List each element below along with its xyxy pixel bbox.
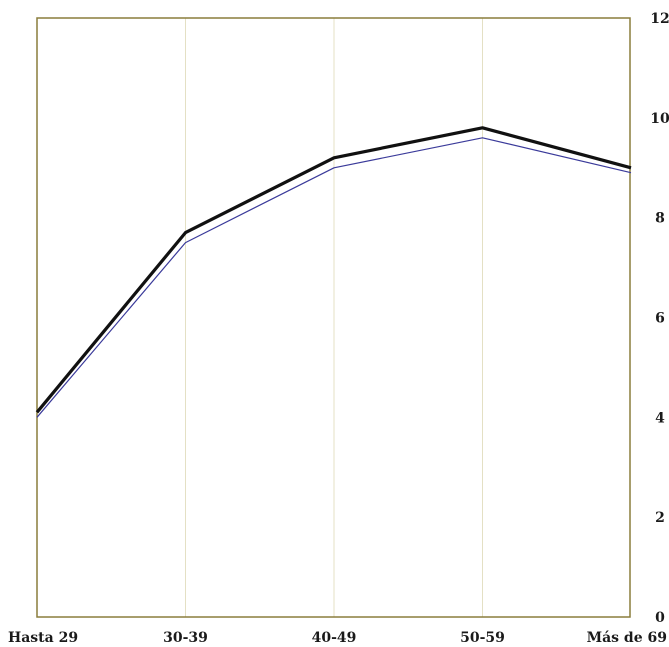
series-line-2 (36, 137, 632, 418)
x-tick-label: Más de 69 (587, 630, 667, 646)
series-line-1 (35, 126, 632, 414)
y-tick-label: 12 (650, 11, 669, 27)
series-layer (35, 126, 632, 418)
y-tick-label: 2 (655, 510, 665, 526)
x-tick-label: 50-59 (460, 630, 505, 646)
x-tick-label: 40-49 (312, 630, 357, 646)
x-tick-label: Hasta 29 (8, 630, 78, 646)
x-axis-ticks: Hasta 29 30-39 40-49 50-59 Más de 69 (8, 630, 667, 646)
plot-frame (36, 17, 631, 618)
y-axis-ticks: 0 2 4 6 8 10 12 (650, 11, 669, 626)
y-tick-label: 0 (655, 610, 665, 626)
vertical-gridlines (185, 18, 483, 617)
y-tick-label: 4 (655, 410, 665, 426)
y-tick-label: 6 (655, 311, 665, 327)
y-tick-label: 10 (650, 111, 669, 127)
x-tick-label: 30-39 (163, 630, 208, 646)
y-tick-label: 8 (655, 211, 665, 227)
